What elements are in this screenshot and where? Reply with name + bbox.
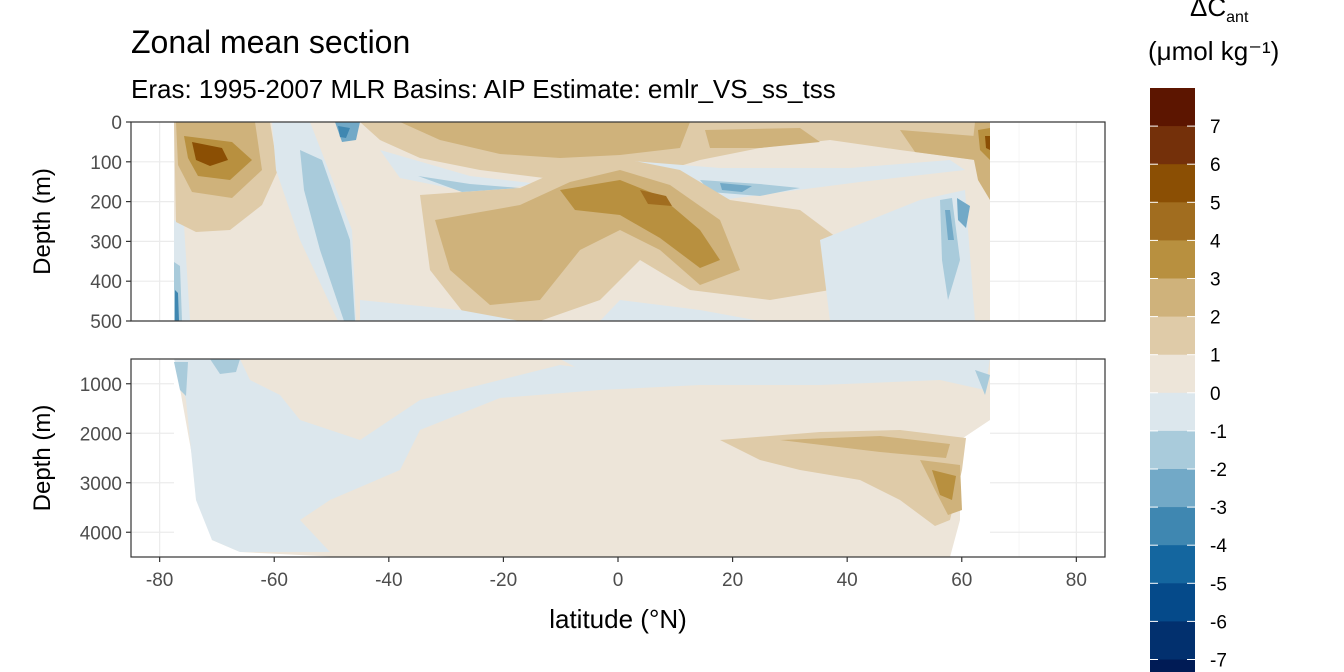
legend-break-label: -6: [1210, 612, 1227, 633]
legend-swatch: [1150, 583, 1195, 622]
legend-swatch: [1150, 469, 1195, 508]
y-tick-label: 300: [90, 232, 122, 253]
legend-swatch: [1150, 430, 1195, 470]
legend-swatch: [1150, 202, 1195, 241]
x-tick-label: 20: [722, 570, 743, 591]
legend-break-label: 5: [1210, 193, 1221, 214]
legend-break-label: -1: [1210, 422, 1227, 443]
legend-break-label: -4: [1210, 536, 1227, 557]
legend-break-label: 4: [1210, 231, 1221, 252]
legend-swatch: [1150, 545, 1195, 584]
legend-break-label: 6: [1210, 155, 1221, 176]
y-tick-label: 2000: [80, 424, 122, 445]
legend-break-label: -5: [1210, 574, 1227, 595]
legend-swatch: [1150, 240, 1195, 279]
legend-break-label: -2: [1210, 460, 1227, 481]
legend-break-label: -3: [1210, 498, 1227, 519]
bottom-panel-field: [174, 359, 990, 557]
legend-swatch: [1150, 164, 1195, 203]
legend-swatch: [1150, 507, 1195, 546]
legend-swatch: [1150, 354, 1195, 394]
y-tick-label: 4000: [80, 523, 122, 544]
legend-break-label: 2: [1210, 308, 1221, 329]
legend-break-label: 7: [1210, 117, 1221, 138]
y-axis-label: Depth (m): [29, 405, 56, 512]
y-tick-label: 200: [90, 193, 122, 214]
y-tick-label: 100: [90, 153, 122, 174]
x-axis-label: latitude (°N): [549, 604, 687, 634]
legend-break-label: 0: [1210, 384, 1221, 405]
x-tick-label: 0: [613, 570, 624, 591]
legend-swatch: [1150, 278, 1195, 318]
x-tick-label: 40: [837, 570, 858, 591]
top-panel-field: [174, 122, 990, 321]
y-tick-label: 500: [90, 312, 122, 333]
chart-title: Zonal mean section: [131, 24, 411, 60]
x-tick-label: -60: [261, 570, 288, 591]
legend-swatch: [1150, 392, 1195, 432]
legend-symbol: ΔCant: [1190, 0, 1249, 27]
legend-break-label: 3: [1210, 270, 1221, 291]
y-tick-label: 1000: [80, 375, 122, 396]
y-tick-label: 0: [111, 113, 122, 134]
top-panel-border: [130, 121, 1106, 322]
legend-unit: (μmol kg⁻¹): [1148, 36, 1280, 66]
x-tick-label: 60: [951, 570, 972, 591]
x-tick-label: 80: [1066, 570, 1087, 591]
chart-subtitle: Eras: 1995-2007 MLR Basins: AIP Estimate…: [131, 74, 836, 104]
legend-swatch: [1150, 316, 1195, 356]
legend-swatch: [1150, 659, 1195, 672]
legend-swatch: [1150, 126, 1195, 165]
legend-break-label: 1: [1210, 346, 1221, 367]
x-tick-label: -80: [146, 570, 173, 591]
y-tick-label: 400: [90, 272, 122, 293]
legend-swatch: [1150, 88, 1195, 127]
x-tick-label: -20: [490, 570, 517, 591]
legend-swatch: [1150, 621, 1195, 660]
y-tick-label: 3000: [80, 474, 122, 495]
x-tick-label: -40: [375, 570, 402, 591]
y-axis-label: Depth (m): [29, 168, 56, 275]
legend-colorbar: 7 6 5 4 3 2 1 0 -1 -2 -3 -4 -5 -6 -7: [1150, 88, 1227, 672]
legend-break-label: -7: [1210, 651, 1227, 672]
